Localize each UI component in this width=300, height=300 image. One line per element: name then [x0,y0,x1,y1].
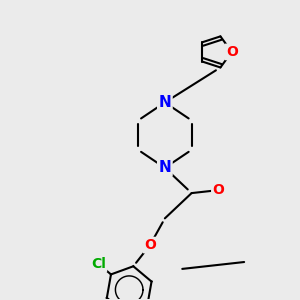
Text: N: N [158,160,171,175]
Text: O: O [212,183,224,197]
Text: N: N [158,95,171,110]
Text: O: O [144,238,156,252]
Text: O: O [226,45,238,59]
Text: Cl: Cl [91,257,106,271]
